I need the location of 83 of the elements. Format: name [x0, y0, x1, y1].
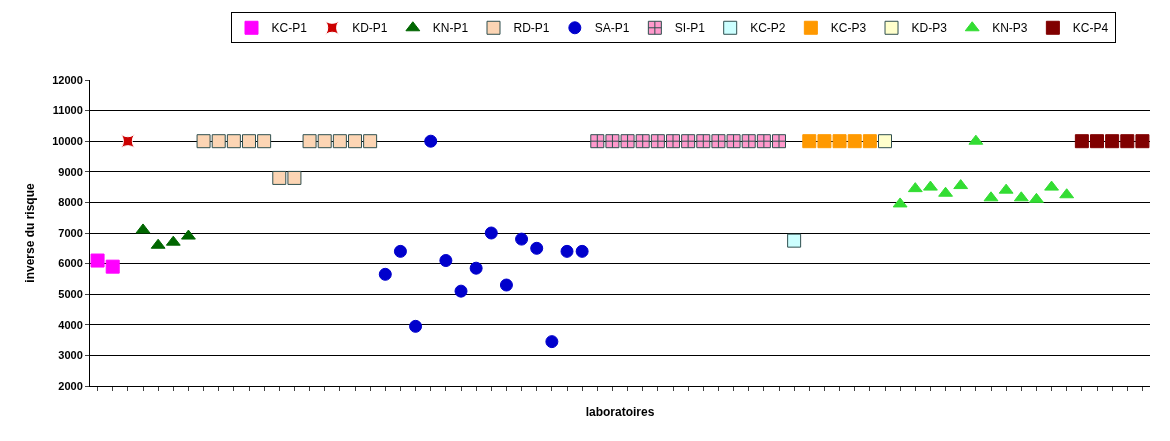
point — [756, 134, 771, 149]
point — [105, 259, 120, 274]
point — [1105, 134, 1120, 149]
point — [1090, 134, 1104, 149]
point — [393, 244, 407, 258]
legend-label: KC-P2 — [750, 21, 786, 36]
point — [409, 319, 423, 333]
point — [666, 134, 680, 149]
point — [226, 134, 241, 149]
point — [575, 244, 589, 258]
legend-label: KC-P4 — [1072, 21, 1109, 36]
legend-label: KN-P3 — [992, 21, 1028, 36]
point — [530, 241, 544, 255]
point — [605, 134, 620, 149]
legend-label: KC-P3 — [830, 21, 867, 36]
point — [242, 134, 256, 149]
point — [515, 232, 529, 246]
legend-label: RD-P1 — [513, 21, 550, 36]
point — [257, 134, 272, 149]
point — [484, 226, 498, 240]
y-tick-label: 9000 — [58, 165, 83, 178]
point — [302, 134, 317, 149]
point — [1120, 134, 1135, 149]
point — [923, 180, 938, 191]
point — [439, 254, 453, 268]
y-tick-label: 2000 — [58, 379, 83, 392]
point — [424, 134, 438, 148]
point — [454, 284, 468, 298]
point — [635, 134, 650, 149]
y-tick-label: 8000 — [58, 196, 83, 209]
y-tick-label: 5000 — [58, 288, 83, 301]
legend-label: KD-P1 — [352, 21, 388, 36]
legend-label: SA-P1 — [594, 21, 630, 36]
point — [211, 134, 226, 149]
y-tick-label: 12000 — [52, 73, 83, 86]
point — [90, 253, 105, 268]
point — [378, 267, 392, 281]
point — [681, 134, 696, 149]
point — [545, 335, 559, 349]
y-tick-label: 10000 — [52, 135, 83, 148]
point — [938, 186, 953, 197]
point — [120, 134, 135, 149]
point — [787, 233, 802, 248]
y-tick-label: 7000 — [58, 226, 83, 239]
y-tick-label: 11000 — [52, 104, 83, 117]
point — [469, 261, 483, 275]
point — [317, 134, 332, 149]
point — [878, 134, 892, 149]
point — [726, 134, 741, 149]
point — [348, 134, 362, 149]
point — [590, 134, 605, 149]
point — [1029, 192, 1044, 203]
point — [272, 170, 287, 185]
point — [1074, 134, 1089, 149]
point — [363, 134, 378, 149]
legend-label: SI-P1 — [674, 21, 706, 36]
legend-label: KC-P1 — [271, 21, 308, 36]
point — [1044, 180, 1059, 191]
point — [711, 134, 726, 149]
point — [847, 134, 862, 149]
y-tick-label: 4000 — [58, 318, 83, 331]
point — [772, 134, 786, 149]
y-axis-title: inverse du risque — [22, 182, 37, 283]
point — [832, 134, 847, 149]
y-tick-label: 3000 — [58, 349, 83, 362]
point — [287, 170, 302, 185]
point — [181, 229, 196, 240]
x-axis-title: laboratoires — [585, 405, 655, 420]
point — [817, 134, 832, 149]
point — [862, 134, 877, 149]
point — [620, 134, 635, 149]
point — [196, 134, 211, 149]
point — [332, 134, 347, 149]
point — [560, 244, 574, 258]
legend-label: KD-P3 — [911, 21, 948, 36]
point — [499, 278, 513, 292]
point — [650, 134, 665, 149]
point — [802, 134, 817, 149]
legend-label: KN-P1 — [432, 21, 469, 36]
point — [741, 134, 756, 149]
y-tick-label: 6000 — [58, 257, 83, 270]
point — [1135, 134, 1150, 149]
point — [696, 134, 711, 149]
